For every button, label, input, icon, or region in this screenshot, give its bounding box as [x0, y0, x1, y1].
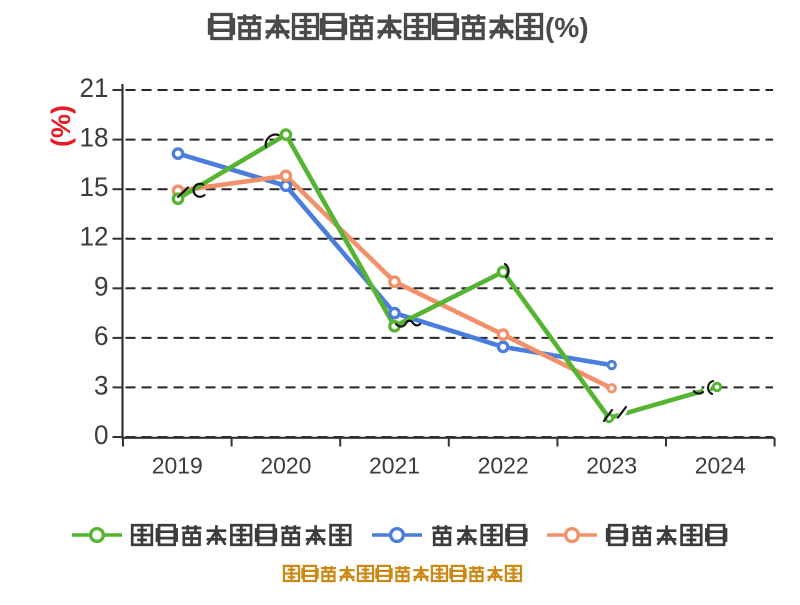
svg-text:2024: 2024 — [695, 453, 746, 479]
svg-text:3: 3 — [94, 370, 109, 400]
svg-text:2022: 2022 — [478, 453, 529, 479]
svg-text:(%): (%) — [46, 105, 76, 147]
svg-text:0: 0 — [94, 420, 109, 450]
svg-text:6: 6 — [94, 321, 109, 351]
svg-text:2023: 2023 — [586, 453, 637, 479]
svg-text:2021: 2021 — [369, 453, 420, 479]
svg-text:9: 9 — [94, 271, 109, 301]
svg-text:12: 12 — [80, 222, 109, 252]
svg-text:15: 15 — [80, 172, 109, 202]
svg-text:(%): (%) — [545, 12, 589, 43]
svg-text:2019: 2019 — [152, 453, 203, 479]
svg-text:21: 21 — [80, 73, 109, 103]
svg-text:18: 18 — [80, 123, 109, 153]
svg-text:2020: 2020 — [260, 453, 311, 479]
